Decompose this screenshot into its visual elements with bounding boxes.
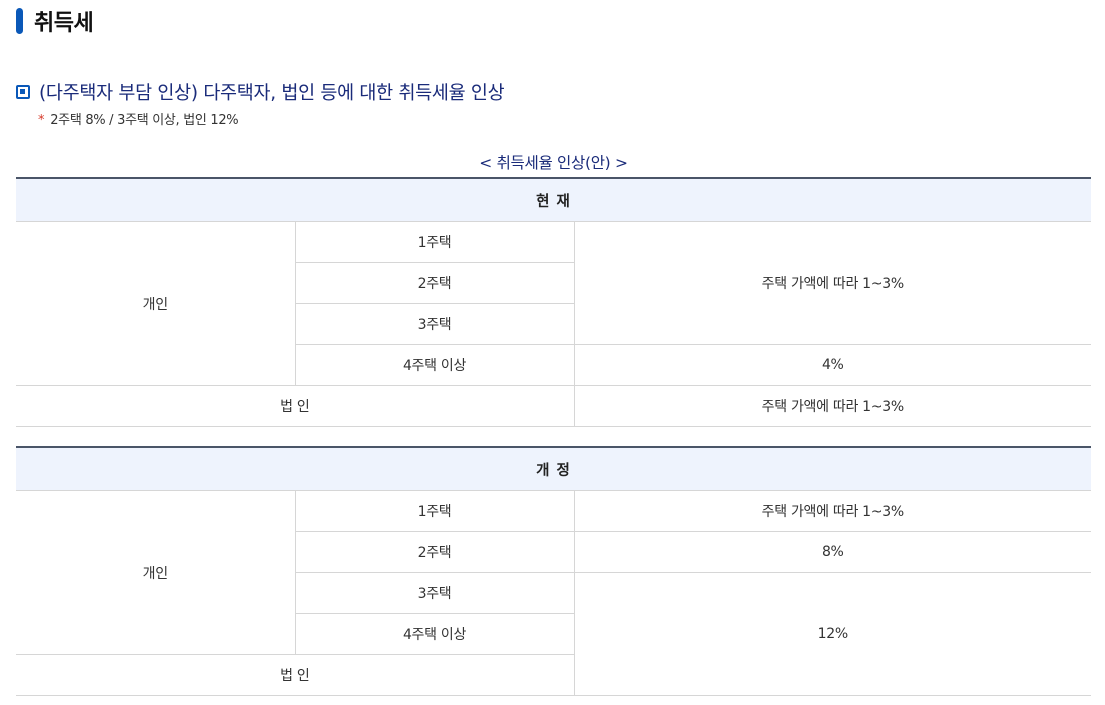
revised-header: 개 정 <box>16 446 1092 491</box>
current-row-1house: 1주택 <box>294 221 574 263</box>
revised-row-2house: 2주택 <box>294 531 574 573</box>
current-header: 현 재 <box>16 177 1092 222</box>
current-rate-4plus: 4% <box>573 344 1092 386</box>
revised-row-4plus: 4주택 이상 <box>294 613 574 655</box>
revised-rate-1: 주택 가액에 따라 1~3% <box>573 490 1092 532</box>
current-rate-table: 현 재 개인 1주택 주택 가액에 따라 1~3% 2주택 3주택 4주택 이상… <box>16 177 1092 427</box>
page-title: 취득세 <box>16 5 94 37</box>
page-title-text: 취득세 <box>34 11 94 36</box>
table-caption: < 취득세율 인상(안) > <box>479 154 628 172</box>
title-bar-icon <box>16 8 23 34</box>
current-individual-label: 개인 <box>16 221 295 386</box>
current-row-4plus: 4주택 이상 <box>294 344 574 386</box>
revised-rate-2: 8% <box>573 531 1092 573</box>
note-text: 2주택 8% / 3주택 이상, 법인 12% <box>50 113 239 128</box>
revised-rate-table: 개 정 개인 1주택 주택 가액에 따라 1~3% 2주택 8% 3주택 12%… <box>16 446 1092 696</box>
revised-individual-label: 개인 <box>16 490 295 655</box>
note: * 2주택 8% / 3주택 이상, 법인 12% <box>38 109 239 128</box>
note-star: * <box>38 113 45 128</box>
revised-corporate-label: 법 인 <box>16 654 574 696</box>
current-corporate-rate: 주택 가액에 따라 1~3% <box>573 385 1092 427</box>
current-row-2house: 2주택 <box>294 262 574 304</box>
revised-row-1house: 1주택 <box>294 490 574 532</box>
current-corporate-label: 법 인 <box>16 385 574 427</box>
section-heading: (다주택자 부담 인상) 다주택자, 법인 등에 대한 취득세율 인상 <box>16 80 505 104</box>
current-rate-1to3: 주택 가액에 따라 1~3% <box>573 221 1092 345</box>
square-bullet-icon <box>16 85 30 99</box>
revised-row-3house: 3주택 <box>294 572 574 614</box>
section-heading-text: (다주택자 부담 인상) 다주택자, 법인 등에 대한 취득세율 인상 <box>39 83 505 104</box>
current-row-3house: 3주택 <box>294 303 574 345</box>
revised-rate-3plus: 12% <box>573 572 1092 696</box>
